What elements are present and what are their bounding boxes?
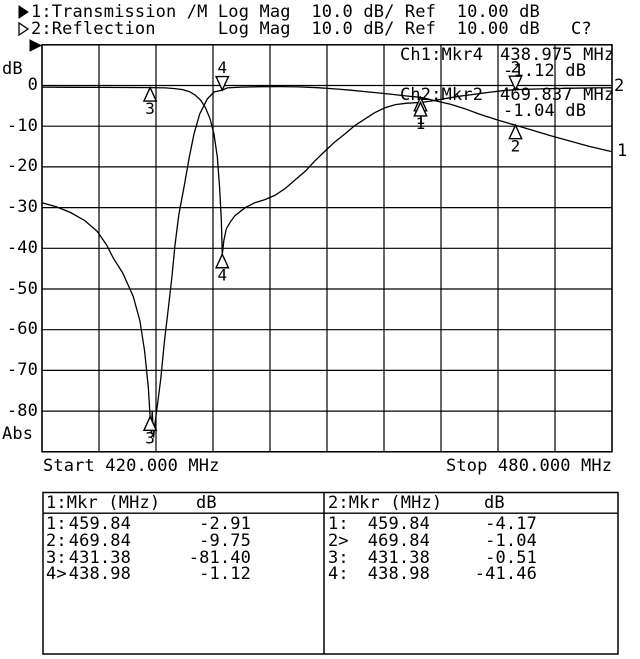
trace2-edge-label: 2 (614, 76, 625, 96)
channel2-active-icon (18, 21, 30, 37)
table2-header-db: dB (484, 493, 505, 513)
ch1-active-marker-value: -1.12 dB (503, 61, 587, 81)
header-line1-trace1-settings: 1:Transmission /M Log Mag 10.0 dB/ Ref 1… (31, 2, 540, 22)
marker-label-ch1-1: 1 (416, 109, 426, 128)
marker-ch2-4 (214, 252, 230, 269)
y-tick-label: -20 (6, 156, 38, 177)
marker-ch1-2 (508, 123, 523, 140)
y-tick-label: -40 (6, 237, 38, 258)
marker-label-ch2-3: 3 (145, 99, 155, 118)
table1-row2-db: -9.75 (199, 530, 251, 551)
table1-row4-tag: 4> (46, 564, 67, 585)
table2-row4-db: -41.46 (474, 564, 537, 585)
marker-label-ch2-4: 4 (217, 266, 227, 285)
x-axis-stop-label: Stop 480.000 MHz (446, 456, 613, 476)
y-tick-label: 0 (27, 75, 38, 95)
marker-ch1-4 (214, 75, 230, 92)
table1-row2-freq: 469.84 (68, 530, 131, 551)
y-tick-label: -10 (6, 115, 38, 136)
table1-row3-db: -81.40 (188, 547, 251, 568)
table2-row1-tag: 1: (328, 514, 349, 534)
marker-label-ch1-3: 3 (145, 428, 155, 447)
channel1-active-icon (18, 5, 29, 19)
ch1-active-marker-name: Ch1:Mkr4 (400, 45, 484, 65)
marker-ch2-1 (413, 100, 428, 117)
table2-row2-freq: 469.84 (367, 530, 430, 551)
table2-row1-freq: 459.84 (367, 514, 430, 534)
table1-row2-tag: 2: (46, 530, 67, 551)
y-tick-label: -60 (6, 319, 38, 340)
x-axis-start-label: Start 420.000 MHz (43, 456, 220, 476)
marker-table-border (42, 491, 619, 655)
trace1-edge-label: 1 (617, 141, 628, 161)
y-tick-label: -70 (6, 359, 38, 380)
table1-row1-tag: 1: (46, 514, 67, 534)
y-axis-abs-label: Abs (2, 424, 34, 444)
table1-header-mkr: 1:Mkr (MHz) (46, 493, 161, 513)
marker-ch2-3 (142, 85, 158, 102)
table2-row3-tag: 3: (328, 547, 349, 568)
table1-row3-freq: 431.38 (68, 547, 131, 568)
y-tick-label: -80 (6, 400, 38, 421)
table1-row4-db: -1.12 (199, 564, 251, 585)
table2-row3-db: -0.51 (485, 547, 537, 568)
table1-row1-freq: 459.84 (68, 514, 131, 534)
marker-label-ch1-4: 4 (217, 58, 227, 77)
reference-level-arrow-icon (29, 39, 43, 52)
graticule-frame (41, 44, 613, 453)
table2-row2-db: -1.04 (485, 530, 537, 551)
table2-row4-tag: 4: (328, 564, 349, 585)
y-tick-label: -30 (6, 197, 38, 218)
y-tick-label: -50 (6, 278, 38, 299)
ch2-active-marker-freq: 469.837 MHz (500, 85, 615, 105)
table1-row1-db: -2.91 (199, 514, 251, 534)
marker-ch1-3 (142, 415, 158, 431)
table1-row3-tag: 3: (46, 547, 67, 568)
table2-row2-tag: 2> (328, 530, 349, 551)
table2-row1-db: -4.17 (485, 514, 537, 534)
table2-header-mkr: 2:Mkr (MHz) (328, 493, 443, 513)
trace-2 (41, 86, 613, 255)
trace-1 (41, 85, 613, 438)
table1-row4-freq: 438.98 (68, 564, 131, 585)
table1-header-db: dB (196, 493, 217, 513)
ch2-active-marker-value: -1.04 dB (503, 101, 587, 121)
ch2-active-marker-name: Ch2:Mkr2 (400, 85, 484, 105)
marker-label-ch2-1: 1 (416, 114, 426, 133)
marker-ch2-2 (508, 75, 523, 92)
header-line2-trace2-settings: 2:Reflection Log Mag 10.0 dB/ Ref 10.00 … (31, 19, 592, 39)
marker-label-ch2-2: 2 (511, 58, 521, 77)
y-axis-unit-label: dB (2, 59, 23, 79)
ch1-active-marker-freq: 438.975 MHz (500, 45, 615, 65)
table2-row3-freq: 431.38 (367, 547, 430, 568)
table2-row4-freq: 438.98 (367, 564, 430, 585)
marker-label-ch1-2: 2 (511, 137, 521, 156)
